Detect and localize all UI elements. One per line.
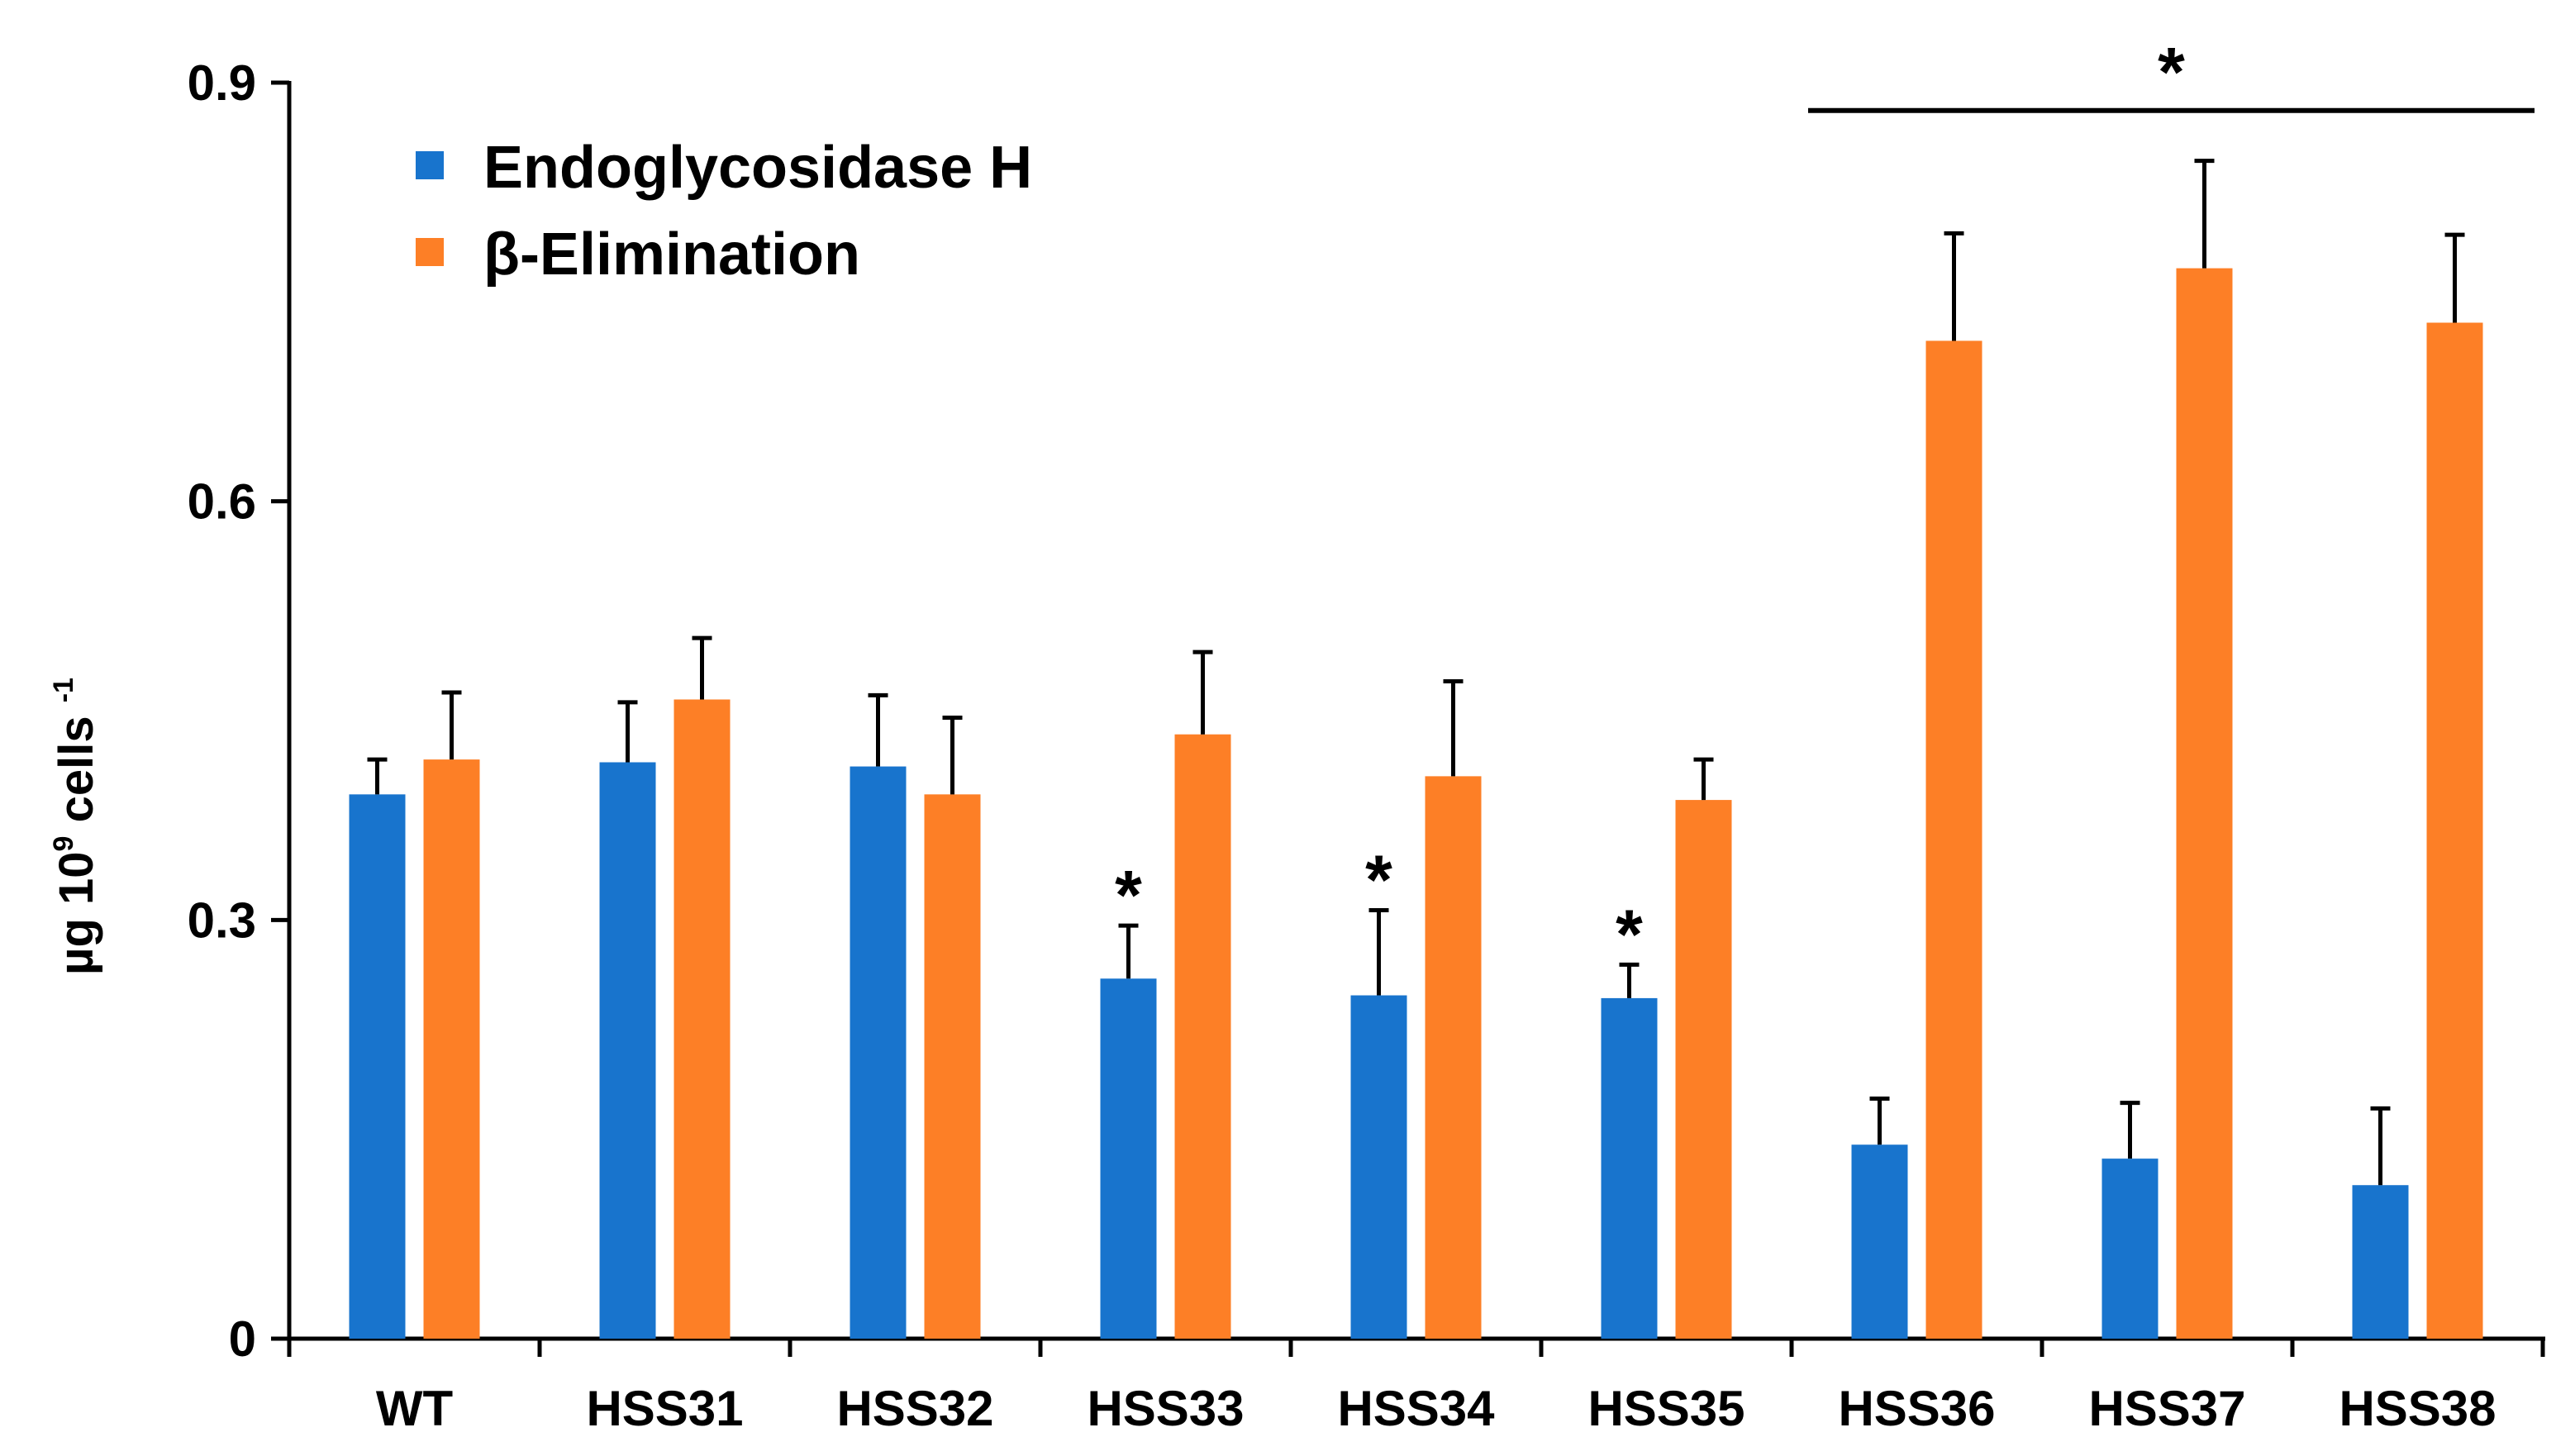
bar-beta-elimination (1675, 800, 1732, 1339)
y-tick-label: 0 (229, 1311, 256, 1367)
legend-label: β-Elimination (483, 221, 860, 288)
bar-endoglycosidase-h (1350, 995, 1407, 1339)
significance-star: * (2158, 33, 2185, 111)
bar-beta-elimination (2426, 322, 2483, 1339)
y-tick-label: 0.6 (188, 474, 256, 530)
significance-star: * (1365, 841, 1392, 919)
x-tick-label: WT (376, 1381, 453, 1436)
annotations: * * * * (1115, 33, 2535, 973)
bar-endoglycosidase-h (2352, 1185, 2409, 1339)
legend-label: Endoglycosidase H (483, 135, 1032, 201)
legend: Endoglycosidase H β-Elimination (416, 135, 1032, 288)
bar-beta-elimination (924, 794, 981, 1339)
x-tick-label: HSS38 (2339, 1381, 2496, 1436)
bars (349, 159, 2483, 1339)
bar-endoglycosidase-h (850, 766, 907, 1339)
axes (287, 81, 2545, 1341)
bar-beta-elimination (2176, 268, 2233, 1339)
x-tick-label: HSS33 (1087, 1381, 1244, 1436)
legend-swatch (416, 151, 444, 179)
bar-beta-elimination (423, 759, 480, 1339)
significance-star: * (1115, 856, 1142, 934)
bar-beta-elimination (1925, 340, 1982, 1339)
y-ticks: 0 0.3 0.6 0.9 (188, 55, 289, 1367)
y-tick-label: 0.3 (188, 892, 256, 948)
bar-endoglycosidase-h (1851, 1144, 1908, 1339)
x-tick-label: HSS36 (1838, 1381, 1995, 1436)
bar-beta-elimination (1425, 776, 1482, 1339)
x-tick-label: HSS31 (586, 1381, 743, 1436)
bar-endoglycosidase-h (2101, 1159, 2159, 1339)
y-tick-label: 0.9 (188, 55, 256, 111)
x-tick-label: HSS34 (1337, 1381, 1495, 1436)
x-tick-label: HSS37 (2088, 1381, 2245, 1436)
y-axis-label: µg 109 cells -1 (48, 678, 103, 975)
bar-endoglycosidase-h (1601, 997, 1658, 1339)
x-ticks: WT HSS31 HSS32 HSS33 HSS34 HSS35 HSS36 HSS37 HSS… (287, 1339, 2545, 1436)
bar-beta-elimination (674, 699, 731, 1339)
significance-star: * (1616, 895, 1643, 973)
bar-endoglycosidase-h (599, 762, 656, 1339)
x-tick-label: HSS32 (836, 1381, 993, 1436)
x-tick-label: HSS35 (1587, 1381, 1744, 1436)
legend-swatch (416, 238, 444, 266)
bar-endoglycosidase-h (349, 794, 406, 1339)
bar-endoglycosidase-h (1100, 978, 1157, 1339)
bar-beta-elimination (1174, 734, 1231, 1339)
